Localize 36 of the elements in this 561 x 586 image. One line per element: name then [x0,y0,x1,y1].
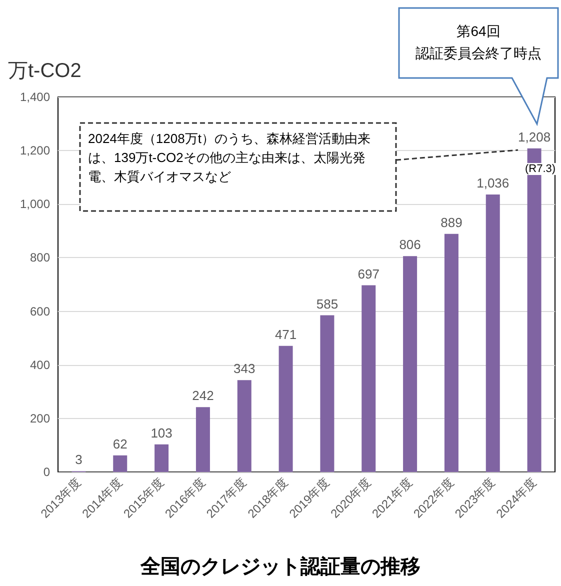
y-tick-label: 800 [30,250,50,265]
annotation: 2024年度（1208万t）のうち、森林経営活動由来は、139万t-CO2その他の主な由来は、太陽光発電、木質バイオマスなど [88,130,372,186]
bar [320,315,334,472]
y-tick-label: 1,000 [20,197,50,212]
bar [154,444,169,472]
bar [278,346,293,472]
data-label: 62 [112,436,128,452]
bar [403,256,418,472]
bar [237,380,252,472]
data-label: 889 [440,214,462,230]
text: 第64回 [456,22,502,41]
bar [196,407,210,472]
data-label: 806 [399,237,421,252]
annotation: (R7.3) [524,163,557,175]
bar [444,234,458,472]
data-label: 697 [358,266,380,282]
text: 全国のクレジット認証量の推移 [140,555,420,578]
data-label: 585 [316,296,338,312]
bar [362,285,376,472]
data-label: 242 [192,388,214,404]
data-label: 343 [234,361,256,376]
y-tick-label: 200 [30,411,50,426]
y-tick-label: 0 [43,465,50,479]
bar [113,455,128,472]
y-tick-label: 400 [30,358,50,372]
y-tick-label: 600 [30,304,50,318]
data-label: 471 [274,326,297,342]
y-tick-label: 1,400 [20,90,50,104]
text: 認証委員会終了時点 [414,44,542,63]
data-label: 1,208 [518,129,551,144]
bar [486,194,500,472]
data-label: 103 [150,425,172,440]
data-label: 3 [75,452,82,468]
data-label: 1,036 [476,176,510,190]
y-axis-title: 万t-CO2 [8,60,82,82]
y-tick-label: 1,200 [20,144,50,158]
